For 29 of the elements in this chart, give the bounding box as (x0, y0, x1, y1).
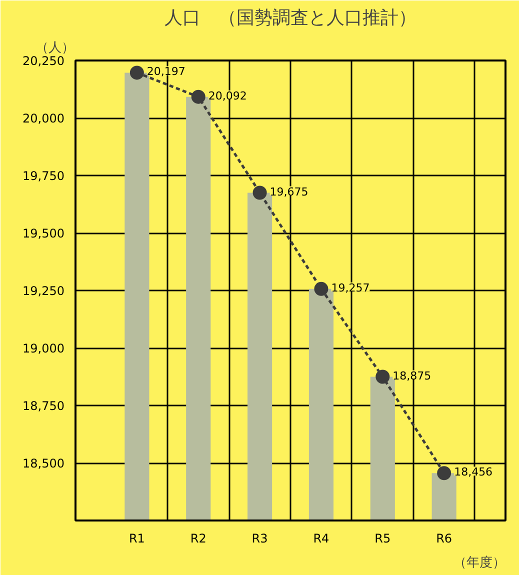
y-tick-label: 19,250 (22, 284, 65, 298)
x-axis-title: （年度） (454, 554, 506, 570)
y-tick-label: 19,500 (22, 226, 65, 240)
data-label: 19,257 (331, 281, 370, 294)
point (437, 466, 452, 480)
y-tick-label: 20,250 (22, 54, 65, 68)
x-tick-label: R6 (436, 532, 452, 546)
x-tick-label: R5 (374, 532, 391, 546)
x-tick-label: R1 (128, 532, 145, 546)
point (191, 90, 206, 104)
x-tick-label: R2 (190, 532, 206, 546)
point (130, 66, 144, 80)
x-tick-label: R3 (252, 532, 268, 546)
data-label: 18,456 (454, 466, 493, 479)
y-tick-label: 19,750 (22, 169, 65, 183)
chart-title: 人口 （国勢調査と人口推計） (164, 8, 416, 28)
y-tick-label: 20,000 (22, 112, 65, 126)
data-label: 20,197 (146, 65, 186, 78)
point (376, 370, 390, 384)
data-label: 20,092 (208, 89, 247, 102)
data-label: 18,875 (392, 369, 432, 382)
point (314, 282, 328, 296)
y-axis-title: （人） (36, 40, 74, 56)
y-tick-label: 19,000 (22, 342, 65, 356)
data-label: 19,675 (270, 185, 308, 198)
point (252, 186, 267, 200)
x-tick-label: R4 (313, 532, 330, 546)
y-tick-label: 18,500 (22, 456, 65, 470)
y-tick-label: 18,750 (22, 399, 65, 413)
